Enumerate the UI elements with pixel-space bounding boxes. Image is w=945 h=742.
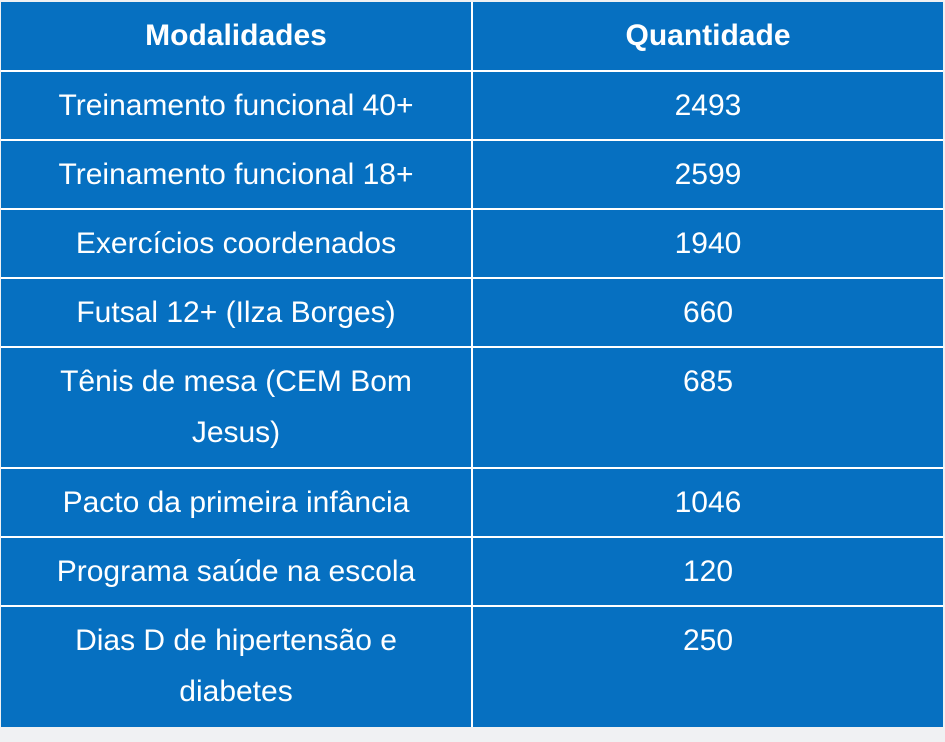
table-header-row: Modalidades Quantidade (1, 2, 943, 72)
cell-quantidade: 660 (471, 277, 943, 348)
cell-modalidade: Pacto da primeira infância (1, 467, 473, 538)
cell-modalidade: Exercícios coordenados (1, 208, 473, 279)
header-quantidade: Quantidade (471, 2, 943, 72)
cell-quantidade: 2493 (471, 70, 943, 141)
cell-modalidade: Programa saúde na escola (1, 536, 473, 607)
table-row: Pacto da primeira infância 1046 (1, 467, 943, 538)
cell-modalidade: Treinamento funcional 18+ (1, 139, 473, 210)
cell-modalidade: Futsal 12+ (Ilza Borges) (1, 277, 473, 348)
table-row: Tênis de mesa (CEM Bom Jesus) 685 (1, 346, 943, 469)
cell-modalidade: Tênis de mesa (CEM Bom Jesus) (1, 346, 473, 469)
table-row: Exercícios coordenados 1940 (1, 208, 943, 279)
cell-modalidade: Dias D de hipertensão e diabetes (1, 605, 473, 727)
table-row: Treinamento funcional 40+ 2493 (1, 70, 943, 141)
table-row: Dias D de hipertensão e diabetes 250 (1, 605, 943, 727)
cell-quantidade: 1940 (471, 208, 943, 279)
header-modalidades: Modalidades (1, 2, 473, 72)
cell-modalidade: Treinamento funcional 40+ (1, 70, 473, 141)
cell-quantidade: 120 (471, 536, 943, 607)
modalidades-table: Modalidades Quantidade Treinamento funci… (1, 2, 943, 727)
table-row: Treinamento funcional 18+ 2599 (1, 139, 943, 210)
cell-quantidade: 685 (471, 346, 943, 469)
table-row: Futsal 12+ (Ilza Borges) 660 (1, 277, 943, 348)
table-row: Programa saúde na escola 120 (1, 536, 943, 607)
cell-quantidade: 250 (471, 605, 943, 727)
cell-quantidade: 1046 (471, 467, 943, 538)
cell-quantidade: 2599 (471, 139, 943, 210)
